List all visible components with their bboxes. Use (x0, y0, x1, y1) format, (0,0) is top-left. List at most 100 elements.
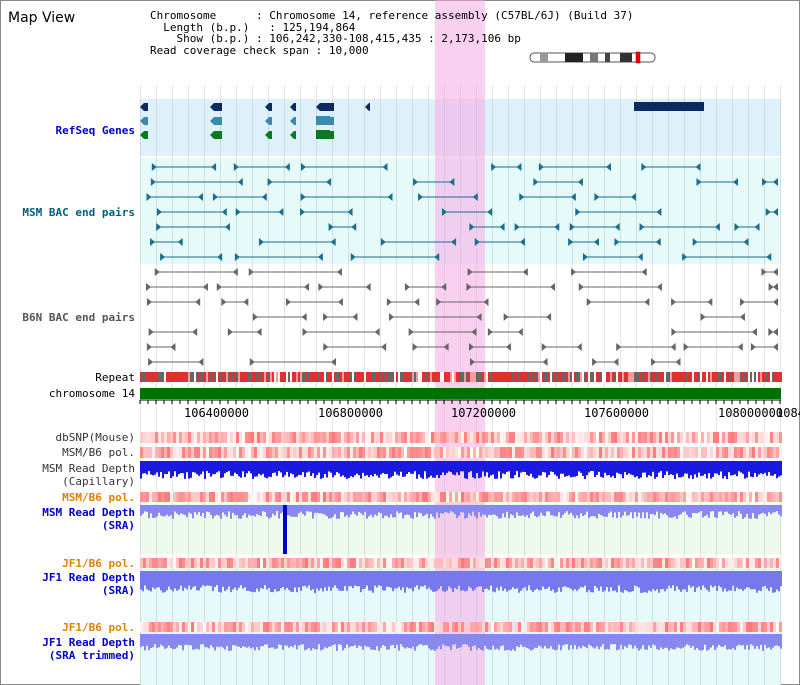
repeat-segment (682, 372, 684, 382)
depth-bar (654, 505, 656, 516)
depth-bar (260, 461, 262, 476)
repeat-segment (448, 372, 450, 382)
repeat-segment (442, 372, 444, 382)
refseq-genes-track[interactable] (140, 102, 704, 139)
repeat-segment (310, 372, 312, 382)
depth-bar (430, 571, 432, 590)
heat-cell (626, 492, 629, 502)
heat-cell (170, 432, 173, 443)
heat-cell (227, 447, 230, 458)
heat-cell (734, 558, 737, 568)
heat-cell (488, 432, 491, 443)
heat-cell (698, 622, 701, 632)
repeat-segment (422, 372, 424, 382)
depth-bar (754, 461, 756, 474)
depth-bar (520, 461, 522, 473)
heat-cell (182, 432, 185, 443)
grid-line (428, 85, 429, 685)
heat-cell (473, 432, 476, 443)
heat-cell (476, 492, 479, 502)
heat-cell (722, 492, 725, 502)
depth-bar (332, 571, 334, 588)
bac-end-marker (256, 328, 262, 336)
grid-line (636, 85, 637, 685)
heat-cell (338, 622, 341, 632)
depth-bar (296, 571, 298, 593)
repeat-segment (458, 372, 460, 382)
depth-bar (464, 461, 466, 479)
bac-end-marker (483, 298, 489, 306)
heat-cell (200, 432, 203, 443)
heat-cell (740, 492, 743, 502)
repeat-segment (344, 372, 346, 382)
heat-cell (308, 447, 311, 458)
bac-end-marker (154, 268, 160, 276)
heat-cell (200, 447, 203, 458)
depth-bar (772, 634, 774, 648)
heat-cell (284, 447, 287, 458)
depth-bar (676, 634, 678, 648)
b6n-bac-pairs-track[interactable] (146, 268, 778, 366)
depth-bar (414, 634, 416, 651)
depth-bar (384, 634, 386, 647)
heat-cell (764, 622, 767, 632)
depth-bar (504, 461, 506, 475)
heat-cell (245, 558, 248, 568)
depth-bar (588, 505, 590, 518)
gene-feature (365, 103, 370, 111)
bac-end-marker (750, 343, 756, 351)
depth-bar (226, 571, 228, 590)
depth-bar (346, 505, 348, 516)
depth-bar (410, 634, 412, 649)
heat-cell (203, 447, 206, 458)
depth-bar (500, 634, 502, 647)
b6n-bac-label[interactable]: B6N BAC end pairs (22, 311, 135, 324)
depth-bar (610, 634, 612, 645)
repeat-segment (272, 372, 274, 382)
grid-line (364, 85, 365, 685)
repeat-segment (424, 372, 426, 382)
heat-cell (389, 492, 392, 502)
heat-cell (773, 622, 776, 632)
repeat-segment (278, 372, 280, 382)
depth-bar (710, 571, 712, 586)
depth-bar (402, 461, 404, 477)
msm-bac-label[interactable]: MSM BAC end pairs (22, 206, 135, 219)
bac-end-marker (147, 298, 153, 306)
heat-cell (290, 447, 293, 458)
repeat-segment (630, 372, 632, 382)
depth-bar (558, 634, 560, 645)
depth-bar (606, 461, 608, 476)
depth-bar (172, 461, 174, 477)
msm-bac-pairs-track[interactable] (146, 163, 778, 261)
heat-cell (713, 622, 716, 632)
repeat-segment (410, 372, 412, 382)
depth-bar (520, 505, 522, 516)
depth-bar (358, 634, 360, 646)
heat-cell (386, 622, 389, 632)
depth-bar (666, 571, 668, 589)
chromosome-ideogram[interactable] (529, 51, 656, 64)
repeat-segment (598, 372, 600, 382)
repeat-segment (252, 372, 254, 382)
heat-cell (335, 447, 338, 458)
refseq-label[interactable]: RefSeq Genes (55, 124, 135, 137)
repeat-segment (666, 372, 668, 382)
repeat-segment (768, 372, 770, 382)
heat-cell (503, 432, 506, 443)
selected-region-highlight[interactable] (435, 0, 485, 685)
depth-bar (678, 505, 680, 516)
depth-bar (686, 461, 688, 474)
heat-cell (776, 432, 779, 443)
heat-cell (659, 622, 662, 632)
depth-bar (324, 461, 326, 475)
heat-cell (521, 447, 524, 458)
axis-tick-label: 106800000 (318, 406, 384, 420)
depth-bar (268, 634, 270, 649)
depth-bar (360, 634, 362, 647)
depth-bar (304, 634, 306, 651)
grid-line (748, 85, 749, 685)
heat-cell (149, 447, 152, 458)
repeat-segment (504, 372, 506, 382)
depth-bar (628, 634, 630, 645)
